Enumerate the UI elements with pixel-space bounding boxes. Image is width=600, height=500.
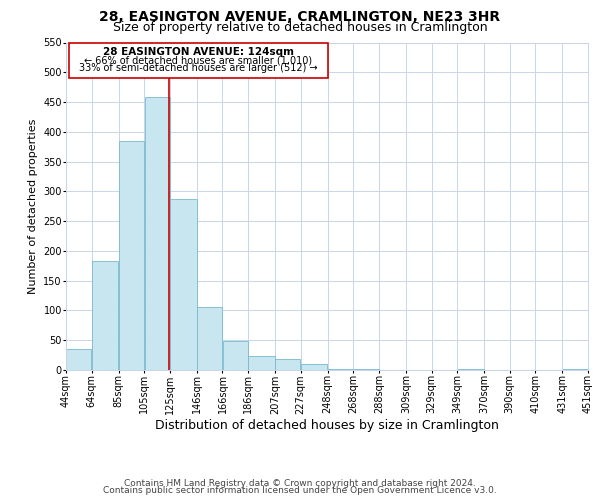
- Bar: [170, 198, 197, 370]
- FancyBboxPatch shape: [68, 42, 328, 78]
- Bar: [275, 360, 301, 370]
- Bar: [119, 141, 144, 370]
- Bar: [145, 98, 170, 370]
- Bar: [197, 308, 222, 370]
- Y-axis label: Number of detached properties: Number of detached properties: [28, 118, 38, 294]
- Text: Size of property relative to detached houses in Cramlington: Size of property relative to detached ho…: [113, 21, 487, 34]
- X-axis label: Distribution of detached houses by size in Cramlington: Distribution of detached houses by size …: [155, 419, 499, 432]
- Text: Contains HM Land Registry data © Crown copyright and database right 2024.: Contains HM Land Registry data © Crown c…: [124, 478, 476, 488]
- Text: ← 66% of detached houses are smaller (1,010): ← 66% of detached houses are smaller (1,…: [84, 55, 312, 65]
- Bar: [223, 341, 248, 370]
- Text: 33% of semi-detached houses are larger (512) →: 33% of semi-detached houses are larger (…: [79, 64, 317, 74]
- Text: Contains public sector information licensed under the Open Government Licence v3: Contains public sector information licen…: [103, 486, 497, 495]
- Text: 28, EASINGTON AVENUE, CRAMLINGTON, NE23 3HR: 28, EASINGTON AVENUE, CRAMLINGTON, NE23 …: [100, 10, 500, 24]
- Bar: [328, 369, 353, 370]
- Text: 28 EASINGTON AVENUE: 124sqm: 28 EASINGTON AVENUE: 124sqm: [103, 48, 293, 58]
- Bar: [248, 356, 275, 370]
- Bar: [67, 349, 91, 370]
- Bar: [301, 364, 328, 370]
- Bar: [92, 261, 118, 370]
